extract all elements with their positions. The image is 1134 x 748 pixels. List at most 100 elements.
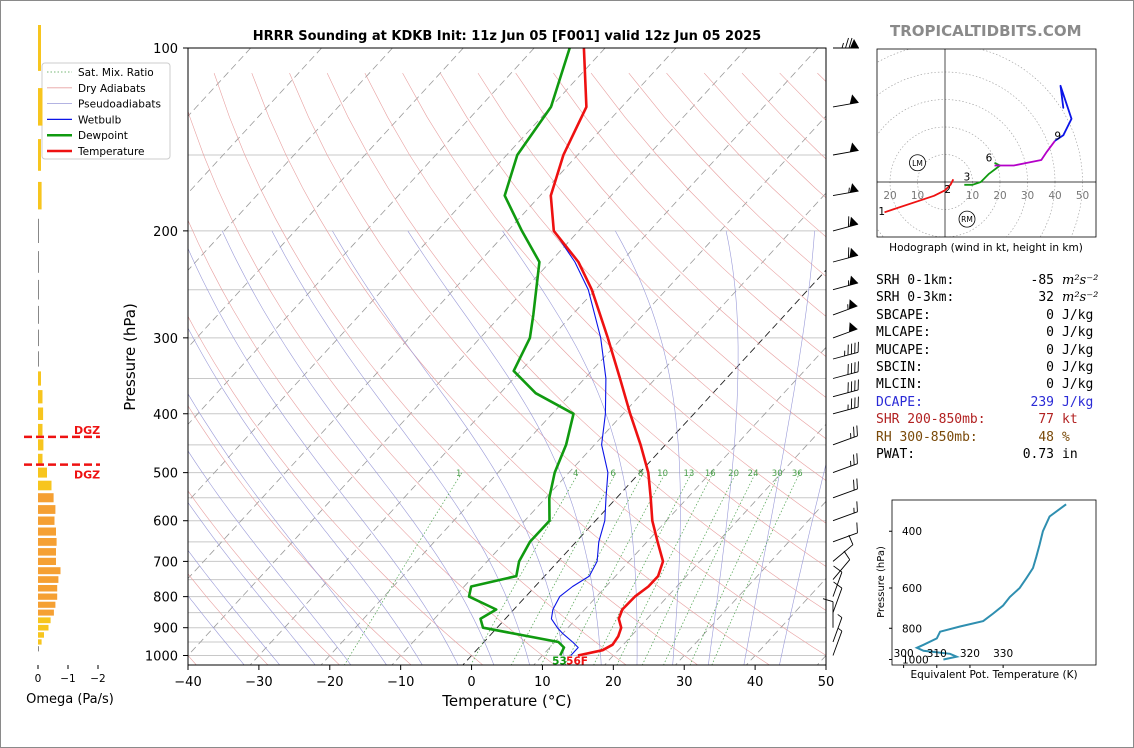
wind-barb xyxy=(832,322,858,339)
hodograph-panel: 20 10 10 20 30 40 50 1 2 3 6 9 LM RM Hodograph (wind i… xyxy=(876,48,1097,254)
wind-barb xyxy=(832,534,854,562)
stat-row: SBCAPE: 0 J/kg xyxy=(876,307,1116,324)
barb-flag xyxy=(854,362,856,373)
stat-unit: J/kg xyxy=(1062,342,1094,358)
dry-adiabat xyxy=(515,72,826,398)
barb-flag xyxy=(843,550,851,560)
wind-barb xyxy=(832,247,859,263)
barb-shaft xyxy=(832,532,858,543)
omega-bar xyxy=(38,181,42,210)
barb-flag xyxy=(850,381,853,392)
wind-barb xyxy=(832,478,858,499)
wind-barb xyxy=(832,299,858,316)
wind-barb xyxy=(832,341,859,360)
y-tick-label: 200 xyxy=(153,225,178,240)
isotherm-line xyxy=(745,577,826,665)
barb-flag xyxy=(848,247,850,258)
x-tick-label: 0 xyxy=(467,675,475,690)
brand-watermark: TROPICALTIDBITS.COM xyxy=(890,22,1082,40)
x-tick-label: 20 xyxy=(605,675,622,690)
hodograph-height-label: 2 xyxy=(944,184,951,196)
omega-bar xyxy=(38,25,41,71)
barb-half-flag xyxy=(837,627,843,632)
hodograph-height-label: 9 xyxy=(1054,130,1061,142)
hodograph-ring-label: 20 xyxy=(883,190,896,202)
theta-e-panel: 300 310 320 330 400 600 800 1000 Equivalent Pot.… xyxy=(876,499,1097,681)
stat-row: SHR 200-850mb: 77 kt xyxy=(876,411,1116,428)
legend-label: Sat. Mix. Ratio xyxy=(78,67,154,79)
mixing-ratio-label: 36 xyxy=(792,469,803,479)
stat-row: DCAPE: 239 J/kg xyxy=(876,394,1116,411)
barb-half-flag xyxy=(847,304,849,310)
hodograph-ring-label: 30 xyxy=(1021,190,1034,202)
wind-barb xyxy=(832,142,859,156)
pseudoadiabat xyxy=(221,230,495,665)
stat-value: 48 xyxy=(1038,429,1054,445)
hodograph-ring-label: 10 xyxy=(911,190,924,202)
dry-adiabat xyxy=(553,72,826,358)
omega-bar xyxy=(38,646,39,652)
hodograph-height-label: 1 xyxy=(878,206,885,218)
stat-row: SRH 0-3km: 32 m²s⁻² xyxy=(876,289,1116,306)
omega-bar xyxy=(38,617,51,624)
dry-adiabat xyxy=(590,72,826,317)
y-tick-label: 700 xyxy=(153,555,178,570)
barb-half-flag xyxy=(853,507,855,514)
omega-bar xyxy=(38,305,39,324)
dry-adiabat xyxy=(326,72,826,611)
barb-half-flag xyxy=(848,187,850,193)
wind-barb xyxy=(832,94,859,108)
stat-row: MUCAPE: 0 J/kg xyxy=(876,342,1116,359)
omega-bar xyxy=(38,480,52,491)
theta-e-y-tick-label: 800 xyxy=(902,623,922,635)
barb-shaft xyxy=(832,588,843,613)
barb-shaft xyxy=(832,511,858,522)
stat-row: PWAT: 0.73 in xyxy=(876,446,1116,463)
temperature-profile xyxy=(549,48,665,657)
pseudoadiabat xyxy=(188,595,245,665)
dry-adiabat xyxy=(188,490,341,665)
theta-e-x-tick-label: 330 xyxy=(993,648,1013,660)
omega-bar xyxy=(38,609,54,616)
pseudoadiabat xyxy=(743,230,815,665)
pseudoadiabat xyxy=(615,230,681,665)
dgz-label: DGZ xyxy=(74,424,100,437)
barb-flag xyxy=(853,426,855,438)
omega-bar xyxy=(38,593,58,600)
wind-barb xyxy=(832,550,851,580)
sounding-stats-panel: SRH 0-1km: -85 m²s⁻² SRH 0-3km: 32 m²s⁻² SBCAP… xyxy=(876,272,1116,463)
stat-key: SHR 200-850mb: xyxy=(876,412,986,428)
stat-value: 0 xyxy=(1046,325,1054,341)
barb-flag xyxy=(854,380,856,391)
omega-bar xyxy=(38,557,56,565)
hodograph-trace xyxy=(1054,84,1073,142)
mixing-ratio-line xyxy=(663,472,757,665)
barb-flag xyxy=(856,478,858,489)
hodograph-trace xyxy=(884,178,955,214)
hodograph-plot: 20 10 10 20 30 40 50 1 2 3 6 9 LM RM xyxy=(877,49,1096,237)
hodograph-height-label: 3 xyxy=(964,172,971,184)
wind-barb xyxy=(832,425,858,446)
wind-barb xyxy=(822,598,834,628)
barb-shaft xyxy=(832,544,854,562)
barb-flag xyxy=(833,581,843,589)
barb-flag xyxy=(848,216,850,227)
omega-axis-label: Omega (Pa/s) xyxy=(26,692,114,707)
barb-flag xyxy=(847,364,849,375)
hodograph-ring-label: 10 xyxy=(966,190,979,202)
stat-key: SRH 0-1km: xyxy=(876,273,955,288)
dry-adiabat xyxy=(188,219,555,665)
barb-flag xyxy=(856,425,858,436)
stat-unit: J/kg xyxy=(1062,377,1094,393)
barb-half-flag xyxy=(844,350,846,356)
legend-label: Temperature xyxy=(77,146,145,158)
mixing-ratio-line xyxy=(470,472,580,665)
isotherm-line xyxy=(249,48,819,665)
barb-flag xyxy=(847,382,849,393)
omega-bar xyxy=(38,493,54,503)
pseudoadiabat xyxy=(188,247,459,665)
omega-bar xyxy=(38,538,57,546)
stat-row: SRH 0-1km: -85 m²s⁻² xyxy=(876,272,1116,289)
omega-bar xyxy=(38,251,39,273)
barb-shaft xyxy=(832,435,858,446)
